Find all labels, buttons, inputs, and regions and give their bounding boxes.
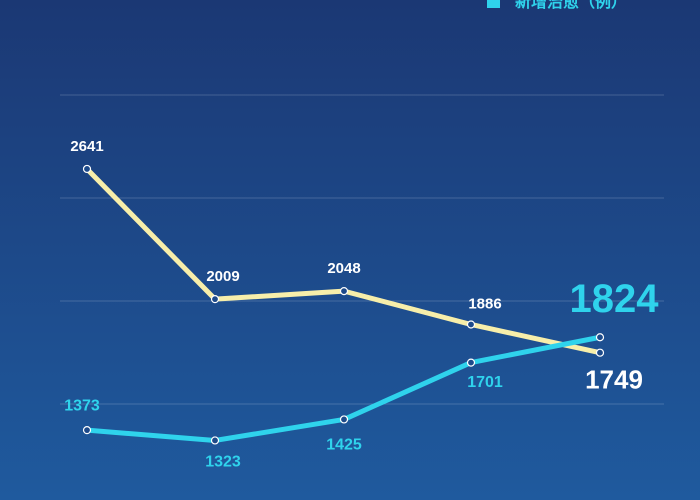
legend-label: 新增治愈（例） xyxy=(515,0,627,11)
data-point xyxy=(466,320,476,329)
data-point xyxy=(339,415,349,424)
legend-swatch xyxy=(487,0,500,8)
data-point xyxy=(595,348,605,357)
data-point xyxy=(210,295,220,304)
data-label: 1886 xyxy=(468,295,501,312)
data-point xyxy=(82,164,92,174)
data-point xyxy=(466,358,476,367)
data-label: 1701 xyxy=(467,374,503,391)
data-label: 1373 xyxy=(64,397,100,414)
data-point xyxy=(595,333,605,342)
data-point xyxy=(82,426,92,435)
data-label: 2009 xyxy=(206,268,239,285)
data-label: 2048 xyxy=(327,260,360,277)
data-point xyxy=(210,436,220,445)
data-label: 1425 xyxy=(326,437,362,454)
data-label: 2641 xyxy=(70,138,103,155)
data-label: 1749 xyxy=(585,365,643,395)
data-label: 1323 xyxy=(205,454,241,471)
data-point xyxy=(339,287,349,296)
data-label: 1824 xyxy=(570,277,660,321)
